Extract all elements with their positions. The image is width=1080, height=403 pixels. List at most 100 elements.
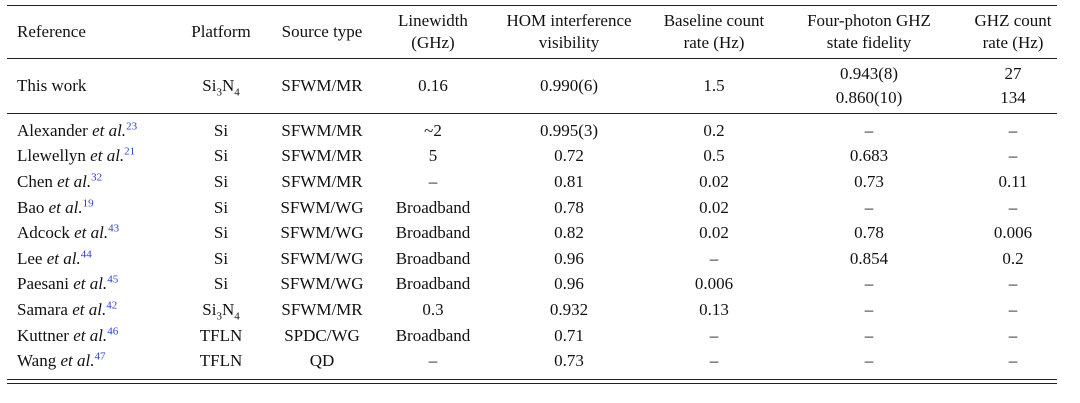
platform-cell: Si xyxy=(213,146,229,166)
author-name: Wang xyxy=(17,351,57,371)
et-al: et al. xyxy=(46,248,81,268)
et-al: et al. xyxy=(57,171,92,191)
this-work-ghz-rate: 27 134 xyxy=(959,62,1067,110)
header-reference-label: Reference xyxy=(17,22,86,41)
hom-visibility-cell: 0.82 xyxy=(554,223,584,243)
author-name: Kuttner xyxy=(17,325,69,345)
source-type-cell: SFWM/WG xyxy=(280,248,364,268)
source-type-cell: SFWM/WG xyxy=(280,197,364,217)
ghz-count-rate-cell: – xyxy=(1008,325,1018,345)
author-name: Bao xyxy=(17,197,45,217)
author-name: Chen xyxy=(17,171,53,191)
linewidth-cell: 5 xyxy=(428,146,438,166)
bottom-rule-1 xyxy=(7,378,1057,380)
baseline-rate-cell: 0.006 xyxy=(694,274,734,294)
linewidth-cell: – xyxy=(428,351,438,371)
header-baseline: Baseline count rate (Hz) xyxy=(649,10,779,54)
reference-cell: Bao et al.19 xyxy=(7,196,175,220)
header-fidelity: Four-photon GHZ state fidelity xyxy=(779,10,959,54)
citation-link[interactable]: 32 xyxy=(91,171,103,184)
table-row: Chen et al.32 Si SFWM/MR – 0.81 0.02 0.73 0.11 xyxy=(7,169,1057,195)
linewidth-cell: Broadband xyxy=(395,325,471,345)
platform-sub-3: 3 xyxy=(216,86,222,99)
ghz-fidelity-cell: – xyxy=(864,325,874,345)
ghz-fidelity-cell: – xyxy=(864,299,874,319)
baseline-rate-cell: 0.02 xyxy=(699,197,729,217)
comparison-table: Reference Platform Source type Linewidth… xyxy=(7,5,1057,384)
citation-link[interactable]: 21 xyxy=(124,145,136,158)
header-hom: HOM interference visibility xyxy=(489,10,649,54)
et-al: et al. xyxy=(73,274,108,294)
platform-n: N xyxy=(221,76,235,95)
hom-visibility-cell: 0.78 xyxy=(554,197,584,217)
citation-link[interactable]: 47 xyxy=(94,350,106,363)
linewidth-cell: Broadband xyxy=(395,197,471,217)
this-work-linewidth: 0.16 xyxy=(418,76,448,95)
ghz-count-rate-cell: – xyxy=(1008,120,1018,140)
ghz-fidelity-cell: – xyxy=(864,351,874,371)
linewidth-cell: 0.3 xyxy=(422,299,444,319)
platform-sub-4: 4 xyxy=(234,310,240,323)
citation-link[interactable]: 43 xyxy=(108,222,120,235)
citation-link[interactable]: 46 xyxy=(107,324,119,337)
baseline-rate-cell: 0.5 xyxy=(703,146,725,166)
et-al: et al. xyxy=(72,299,107,319)
this-work-platform: Si3N4 xyxy=(175,74,267,98)
hom-visibility-cell: 0.71 xyxy=(554,325,584,345)
fidelity-value-2: 0.860(10) xyxy=(835,88,903,107)
et-al: et al. xyxy=(74,223,109,243)
this-work-baseline: 1.5 xyxy=(703,76,725,95)
header-fidelity-line2: state fidelity xyxy=(826,33,912,52)
citation-link[interactable]: 42 xyxy=(106,299,118,312)
comparison-rows: Alexander et al.23 Si SFWM/MR ~2 0.995(3) 0.2… xyxy=(7,118,1057,374)
header-platform-label: Platform xyxy=(191,22,251,41)
header-reference: Reference xyxy=(7,21,175,43)
citation-link[interactable]: 45 xyxy=(107,273,119,286)
header-baseline-line1: Baseline count xyxy=(663,11,765,30)
baseline-rate-cell: – xyxy=(709,248,719,268)
author-name: Lee xyxy=(17,248,43,268)
et-al: et al. xyxy=(90,146,125,166)
platform-cell: Si xyxy=(213,197,229,217)
platform-cell: TFLN xyxy=(199,325,243,345)
citation-link[interactable]: 44 xyxy=(80,248,92,261)
ghz-count-rate-cell: – xyxy=(1008,197,1018,217)
linewidth-cell: – xyxy=(428,171,438,191)
reference-cell: Samara et al.42 xyxy=(7,298,175,322)
linewidth-cell: Broadband xyxy=(395,223,471,243)
table-row: Llewellyn et al.21 Si SFWM/MR 5 0.72 0.5 0.683… xyxy=(7,144,1057,170)
ghz-rate-value-2: 134 xyxy=(1000,88,1026,107)
et-al: et al. xyxy=(48,197,83,217)
baseline-rate-cell: 0.02 xyxy=(699,171,729,191)
citation-link[interactable]: 23 xyxy=(126,120,138,133)
platform-cell: Si xyxy=(213,171,229,191)
table-row: Adcock et al.43 Si SFWM/WG Broadband 0.82 0.0… xyxy=(7,220,1057,246)
author-name: Llewellyn xyxy=(17,146,86,166)
header-linewidth: Linewidth (GHz) xyxy=(377,10,489,54)
this-work-fidelity: 0.943(8) 0.860(10) xyxy=(779,62,959,110)
header-linewidth-line1: Linewidth xyxy=(398,11,468,30)
platform-sub-4: 4 xyxy=(234,86,240,99)
header-row: Reference Platform Source type Linewidth… xyxy=(7,6,1057,58)
ghz-fidelity-cell: 0.73 xyxy=(854,171,884,191)
header-baseline-line2: rate (Hz) xyxy=(683,33,745,52)
baseline-rate-cell: 0.2 xyxy=(703,120,725,140)
mid-rule xyxy=(7,113,1057,114)
author-name: Samara xyxy=(17,299,68,319)
ghz-count-rate-cell: – xyxy=(1008,146,1018,166)
header-ghz-rate: GHZ count rate (Hz) xyxy=(959,10,1067,54)
linewidth-cell: Broadband xyxy=(395,248,471,268)
source-type-cell: SFWM/MR xyxy=(281,146,363,166)
this-work-source: SFWM/MR xyxy=(281,76,363,95)
header-hom-line1: HOM interference xyxy=(506,11,632,30)
ghz-count-rate-cell: – xyxy=(1008,274,1018,294)
ghz-fidelity-cell: 0.854 xyxy=(849,248,889,268)
baseline-rate-cell: 0.13 xyxy=(699,299,729,319)
ghz-fidelity-cell: 0.78 xyxy=(854,223,884,243)
platform-si: Si xyxy=(202,299,217,319)
linewidth-cell: Broadband xyxy=(395,274,471,294)
fidelity-value-1: 0.943(8) xyxy=(839,64,899,83)
table-row: Bao et al.19 Si SFWM/WG Broadband 0.78 0.02 – – xyxy=(7,195,1057,221)
source-type-cell: SPDC/WG xyxy=(284,325,360,345)
citation-link[interactable]: 19 xyxy=(82,196,94,209)
